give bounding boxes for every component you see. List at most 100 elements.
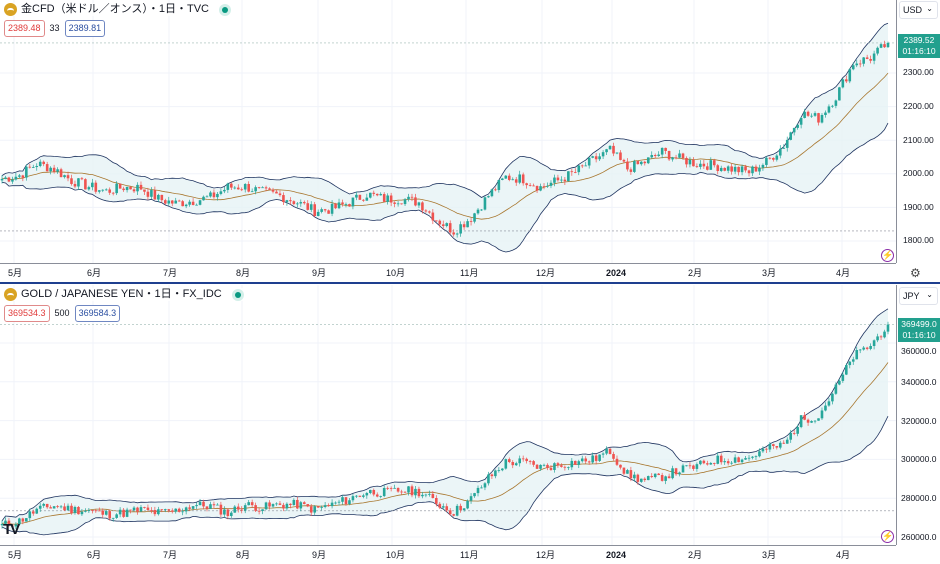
candle (316, 506, 320, 508)
candle (514, 179, 518, 183)
candle (278, 193, 282, 196)
candle (240, 189, 244, 191)
currency-select[interactable]: JPY ⌄ (899, 287, 938, 305)
candle (507, 459, 511, 463)
candle (362, 199, 365, 201)
chevron-down-icon: ⌄ (926, 290, 933, 299)
currency-select[interactable]: USD ⌄ (899, 1, 938, 19)
last-price-label: 369499.0 01:16:10 (898, 318, 940, 342)
gold-jpy-chart-pane[interactable]: GOLD / JAPANESE YEN・1日・FX_IDC 369534.3 5… (0, 285, 940, 564)
candle (528, 461, 532, 462)
candle (77, 178, 80, 187)
candle (848, 69, 852, 82)
lightning-icon[interactable]: ⚡ (881, 249, 894, 262)
candle (685, 465, 688, 467)
candle (580, 458, 584, 462)
time-axis-label: 12月 (536, 550, 556, 560)
candle (723, 167, 726, 171)
time-axis-label: 5月 (8, 550, 23, 560)
lightning-icon[interactable]: ⚡ (881, 530, 894, 543)
candle (52, 167, 56, 172)
candle (21, 518, 25, 522)
candle (747, 170, 751, 174)
candle (77, 506, 80, 515)
candle (594, 455, 598, 461)
time-axis-label: 2024 (606, 268, 627, 278)
candle (716, 455, 720, 464)
price-tick: 340000.0 (901, 377, 937, 387)
candle (754, 166, 758, 172)
tradingview-logo[interactable]: TV (3, 521, 20, 538)
time-axis-label: 6月 (87, 550, 102, 560)
candle (827, 106, 831, 113)
candle (452, 514, 455, 516)
candle (428, 211, 431, 213)
candle (216, 504, 219, 506)
candle (396, 203, 400, 205)
candle (216, 193, 219, 198)
gold-usd-plot[interactable] (0, 0, 896, 263)
candle (796, 124, 799, 128)
candle (789, 132, 793, 140)
candle (0, 178, 4, 181)
candle (389, 195, 393, 203)
candle (223, 189, 226, 192)
time-axis[interactable]: 5月 6月 7月 8月 9月 10月 11月 12月 2024 2月 3月 4月 (0, 545, 896, 564)
candle (25, 518, 28, 522)
candle (858, 349, 862, 351)
last-price-label: 2389.52 01:16:10 (898, 34, 940, 58)
candle (633, 161, 636, 172)
candle (838, 380, 841, 385)
candle (389, 488, 393, 489)
candle (667, 476, 671, 479)
bid-price[interactable]: 369534.3 (4, 305, 50, 322)
candle (678, 153, 681, 158)
candle (497, 179, 501, 190)
candle (831, 393, 834, 402)
pane-divider[interactable] (0, 282, 940, 284)
time-axis[interactable]: 5月 6月 7月 8月 9月 10月 11月 12月 2024 2月 3月 4月 (0, 263, 896, 282)
candle (160, 509, 164, 511)
candle (205, 196, 209, 198)
candle (257, 187, 261, 188)
candle (108, 189, 112, 193)
time-axis-label: 3月 (762, 268, 777, 278)
candle (820, 114, 824, 123)
candle (629, 169, 633, 172)
candle (25, 166, 28, 178)
symbol-legend[interactable]: 金CFD（米ドル／オンス）・1日・TVC (4, 3, 232, 16)
candle (570, 171, 574, 173)
candle (633, 474, 636, 479)
candle (341, 202, 344, 205)
candle (170, 510, 174, 512)
candle (157, 194, 160, 200)
candle (563, 179, 567, 182)
candle (640, 478, 643, 482)
candle (226, 509, 230, 516)
bid-price[interactable]: 2389.48 (4, 20, 45, 37)
candle (285, 503, 289, 509)
settings-gear-icon[interactable]: ⚙ (910, 266, 921, 280)
candle (313, 204, 317, 216)
gold-usd-chart-pane[interactable]: 金CFD（米ドル／オンス）・1日・TVC 2389.48 33 2389.81 … (0, 0, 940, 283)
ask-price[interactable]: 2389.81 (64, 20, 106, 37)
gold-jpy-plot[interactable] (0, 285, 896, 545)
candle (869, 346, 872, 349)
candle (573, 460, 577, 465)
candle (275, 191, 278, 194)
symbol-legend[interactable]: GOLD / JAPANESE YEN・1日・FX_IDC (4, 288, 244, 301)
ask-price[interactable]: 369584.3 (74, 305, 121, 322)
candle (657, 154, 660, 156)
time-axis-label: 12月 (536, 268, 556, 278)
candle (320, 507, 323, 508)
candle (744, 166, 747, 171)
candle (38, 161, 42, 167)
candle (115, 514, 118, 518)
candle (848, 361, 852, 366)
candle (685, 158, 688, 165)
price-tick: 360000.0 (901, 346, 937, 356)
candle (302, 202, 306, 204)
candle (386, 195, 389, 202)
candle (56, 506, 59, 508)
candle (219, 191, 223, 194)
